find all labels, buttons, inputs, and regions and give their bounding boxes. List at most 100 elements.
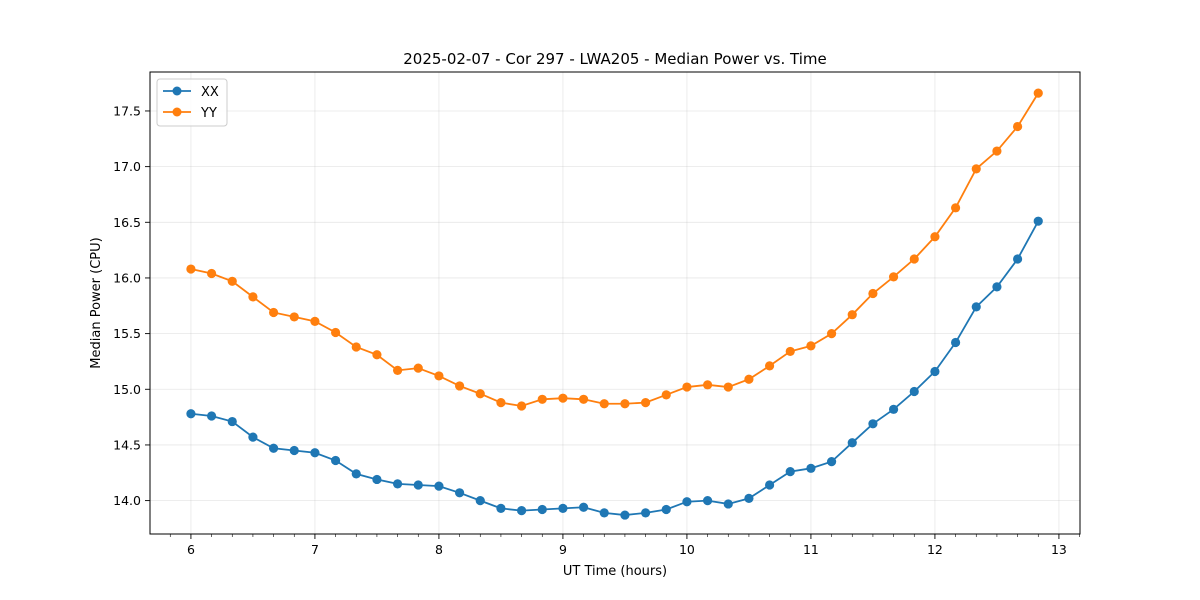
data-point-xx (289, 445, 299, 456)
data-point-yy (1012, 121, 1023, 132)
y-tick-label: 17.5 (113, 103, 141, 118)
y-tick-label: 15.5 (113, 326, 141, 341)
y-tick-label: 16.0 (113, 270, 141, 285)
series-line-xx (190, 220, 1040, 516)
data-point-yy (206, 268, 217, 279)
data-point-xx (785, 467, 795, 477)
data-point-xx (372, 474, 382, 485)
axis-ticks: 6 7 8 9 10 11 12 13 14.0 14.5 15.0 15.5 16.0 16.5 17.0… (113, 103, 1080, 557)
data-point-yy (330, 327, 341, 338)
data-point-xx (1033, 216, 1043, 226)
y-tick-label: 15.0 (113, 382, 141, 397)
data-point-xx (578, 502, 589, 512)
data-point-xx (930, 366, 940, 377)
data-point-xx (454, 488, 465, 498)
data-point-xx (310, 448, 320, 458)
data-point-xx (227, 416, 237, 427)
data-point-yy (496, 398, 506, 408)
y-tick-label: 14.0 (113, 493, 141, 508)
data-point-yy (950, 203, 961, 213)
data-point-xx (599, 508, 609, 518)
data-point-yy (826, 329, 837, 339)
data-point-yy (971, 164, 981, 174)
data-point-yy (723, 382, 733, 392)
data-point-xx (744, 493, 754, 503)
data-point-xx (992, 282, 1002, 292)
data-point-xx (661, 504, 671, 515)
y-axis-label: Median Power (CPU) (89, 237, 104, 368)
series-layer (186, 88, 1043, 520)
legend: XX YY (156, 78, 228, 127)
data-point-xx (392, 479, 403, 489)
data-point-xx (723, 499, 733, 509)
series-line-yy (190, 92, 1040, 407)
data-point-yy (847, 310, 857, 320)
data-point-yy (268, 307, 279, 318)
x-axis-label: UT Time (hours) (563, 564, 667, 579)
data-point-yy (289, 312, 299, 322)
x-tick-label: 7 (311, 542, 319, 557)
data-point-yy (392, 365, 403, 375)
data-point-xx (558, 503, 568, 513)
data-point-xx (950, 337, 961, 348)
data-point-xx (434, 481, 444, 491)
legend-label-xx: XX (201, 85, 219, 100)
data-point-xx (516, 506, 527, 516)
legend-marker-yy (172, 107, 182, 117)
data-point-yy (475, 389, 485, 399)
data-point-yy (785, 346, 795, 357)
data-point-xx (806, 463, 816, 473)
data-point-yy (558, 393, 568, 403)
data-point-yy (310, 316, 320, 326)
data-point-yy (434, 371, 444, 381)
data-point-xx (351, 469, 361, 479)
y-tick-label: 14.5 (113, 437, 141, 452)
data-point-yy (661, 390, 671, 400)
x-tick-label: 11 (803, 542, 819, 557)
data-point-xx (537, 504, 547, 515)
data-point-yy (454, 381, 465, 391)
data-point-yy (351, 342, 361, 352)
data-point-xx (971, 302, 981, 312)
data-point-xx (475, 496, 485, 506)
data-point-xx (413, 480, 423, 490)
x-tick-label: 6 (187, 542, 195, 557)
data-point-yy (372, 350, 382, 360)
data-point-yy (992, 146, 1002, 156)
data-point-xx (826, 457, 837, 467)
x-tick-label: 13 (1051, 542, 1067, 557)
data-point-yy (413, 363, 423, 373)
data-point-xx (682, 497, 692, 507)
data-point-yy (248, 292, 258, 302)
data-point-yy (599, 399, 609, 409)
data-point-yy (620, 399, 630, 409)
data-point-xx (330, 455, 341, 466)
data-point-yy (537, 394, 547, 404)
x-tick-label: 9 (559, 542, 567, 557)
data-point-yy (868, 288, 878, 299)
data-point-yy (640, 398, 651, 408)
data-point-yy (578, 394, 589, 404)
data-point-yy (1033, 88, 1043, 98)
data-point-yy (930, 232, 940, 242)
data-point-xx (847, 438, 857, 448)
data-point-yy (909, 254, 919, 264)
data-point-xx (186, 409, 196, 419)
data-point-xx (1012, 254, 1023, 264)
y-tick-label: 16.5 (113, 215, 141, 230)
data-point-xx (640, 508, 651, 518)
data-point-yy (227, 276, 237, 286)
legend-label-yy: YY (200, 106, 217, 121)
x-tick-label: 10 (679, 542, 695, 557)
data-point-yy (764, 361, 775, 371)
data-point-xx (206, 411, 217, 421)
data-point-yy (744, 374, 754, 384)
data-point-xx (496, 503, 506, 513)
data-point-xx (909, 386, 919, 397)
data-point-xx (868, 419, 878, 429)
x-tick-label: 12 (927, 542, 943, 557)
data-point-yy (682, 382, 692, 392)
legend-marker-xx (172, 86, 182, 96)
data-point-xx (620, 510, 630, 520)
